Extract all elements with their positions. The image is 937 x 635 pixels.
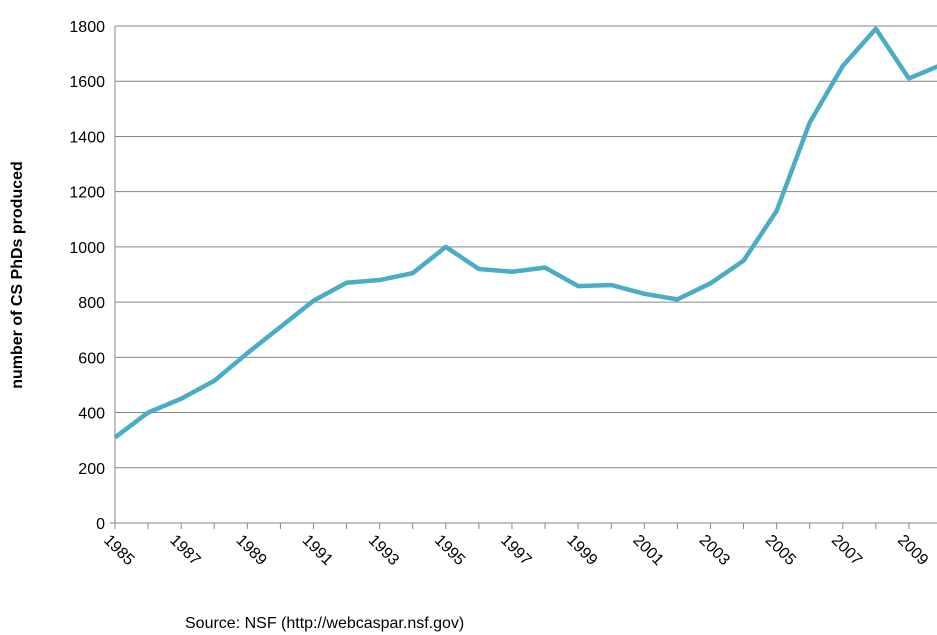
x-tick-label: 2001 (629, 532, 666, 569)
source-note: Source: NSF (http://webcaspar.nsf.gov) (185, 615, 464, 632)
x-tick-label: 1995 (431, 532, 468, 569)
x-tick-label: 1993 (365, 532, 402, 569)
y-tick-label: 0 (96, 516, 105, 533)
x-tick-label: 1997 (497, 532, 534, 569)
x-tick-label: 2005 (762, 532, 799, 569)
x-tick-label: 2009 (894, 532, 931, 569)
x-tick-label: 1999 (563, 532, 600, 569)
x-tick-label: 1985 (100, 532, 137, 569)
y-tick-label: 1800 (69, 19, 105, 36)
y-tick-label: 800 (78, 295, 105, 312)
y-axis-label: number of CS PhDs produced (9, 161, 26, 389)
y-tick-label: 200 (78, 461, 105, 478)
y-tick-label: 1000 (69, 240, 105, 257)
x-tick-label: 1987 (166, 532, 203, 569)
y-tick-label: 1400 (69, 129, 105, 146)
y-tick-label: 400 (78, 406, 105, 423)
x-tick-label: 1989 (232, 532, 269, 569)
x-tick-label: 2003 (696, 532, 733, 569)
y-tick-label: 600 (78, 350, 105, 367)
y-tick-label: 1600 (69, 74, 105, 91)
x-tick-label: 1991 (299, 532, 336, 569)
y-tick-label: 1200 (69, 185, 105, 202)
data-line (113, 26, 937, 440)
x-tick-label: 2007 (828, 532, 865, 569)
